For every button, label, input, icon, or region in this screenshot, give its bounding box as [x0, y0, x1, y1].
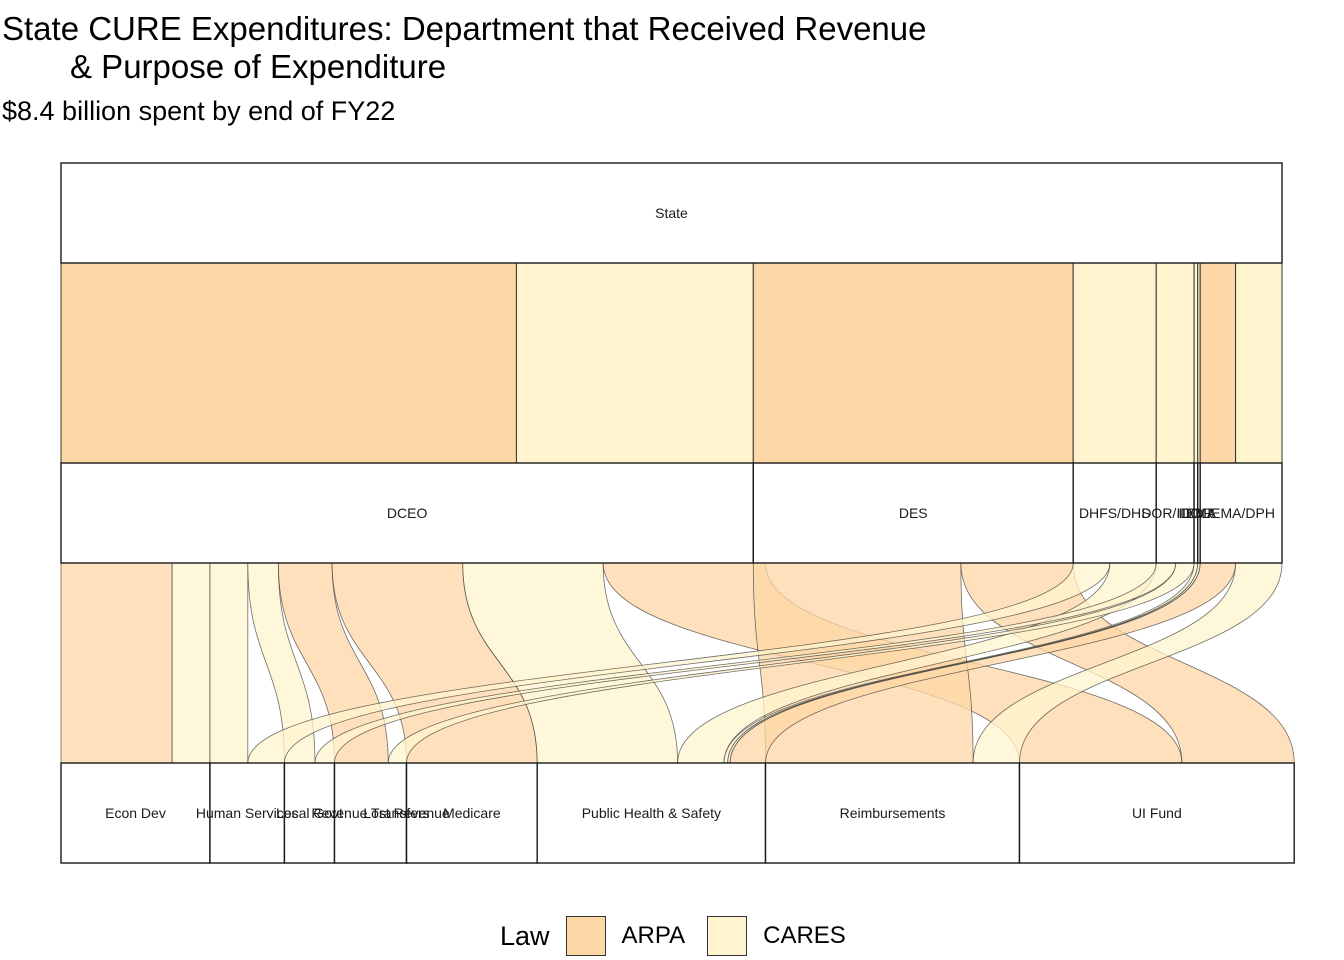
legend-label-arpa: ARPA	[621, 922, 686, 949]
flow-dceo-econ-dev-arpa	[60, 562, 173, 764]
purpose-node-label-revenue-transfers: Revenue Transfers	[311, 805, 429, 821]
purpose-node-medicare	[405, 762, 538, 864]
department-node-label-dceo: DCEO	[387, 505, 428, 521]
flow-state-iema-dph-cares	[1235, 262, 1283, 464]
flow-dceo-human-services-cares	[209, 562, 249, 764]
flow-state-dceo-arpa	[60, 262, 517, 464]
node-box-layer	[60, 162, 1295, 864]
department-node-des	[752, 462, 1074, 564]
department-node-dhfs-dhs	[1072, 462, 1157, 564]
purpose-node-label-reimbursements: Reimbursements	[840, 805, 946, 821]
flow-state-iema-dph-arpa	[1199, 262, 1237, 464]
flow-state-idor-cares	[1193, 262, 1199, 464]
purpose-node-label-econ-dev: Econ Dev	[105, 805, 166, 821]
purpose-node-revenue-transfers	[333, 762, 408, 864]
department-node-label-idor: IDOR	[1178, 505, 1213, 521]
purpose-node-label-lost-revenue: Lost Revenue	[363, 805, 450, 821]
source-node-state	[60, 162, 1283, 264]
source-node-label-state: State	[655, 205, 688, 221]
department-node-iema-dph	[1199, 462, 1283, 564]
alluvial-plot: State DCEO DES DHFS/DHSDOR/IDOLIDORIEMAIEMA…	[60, 162, 1295, 864]
department-node-dor-idol	[1155, 462, 1195, 564]
purpose-node-econ-dev	[60, 762, 211, 864]
node-label-layer: State DCEO DES DHFS/DHSDOR/IDOLIDORIEMAIEMA…	[105, 205, 1275, 821]
legend-label-cares: CARES	[763, 922, 846, 949]
legend-title: Law	[500, 920, 550, 951]
department-node-dceo	[60, 462, 755, 564]
purpose-node-label-human-services: Human Services	[196, 805, 299, 821]
legend: Law ARPA CARES	[500, 912, 868, 960]
purpose-node-human-services	[209, 762, 286, 864]
department-node-label-iema-dph: IEMA/DPH	[1207, 505, 1275, 521]
flow-dceo-econ-dev-cares	[171, 562, 211, 764]
department-node-label-des: DES	[899, 505, 928, 521]
purpose-node-reimbursements	[764, 762, 1021, 864]
purpose-node-ui-fund	[1018, 762, 1295, 864]
legend-swatch-arpa	[565, 916, 606, 956]
flow-layer	[60, 262, 1295, 764]
chart-title-line-2: & Purpose of Expenditure	[70, 48, 447, 85]
department-node-label-dhfs-dhs: DHFS/DHS	[1079, 505, 1151, 521]
flow-state-dor-idol-cares	[1155, 262, 1195, 464]
flow-state-dhfs-dhs-cares	[1072, 262, 1157, 464]
purpose-node-label-local-govt: Local Govt	[276, 805, 343, 821]
chart-subtitle: $8.4 billion spent by end of FY22	[2, 96, 396, 126]
chart-title-line-1: State CURE Expenditures: Department that…	[2, 10, 927, 47]
department-node-label-dor-idol: DOR/IDOL	[1141, 505, 1209, 521]
flow-state-dceo-cares	[515, 262, 754, 464]
legend-swatch-cares	[707, 916, 748, 956]
purpose-node-label-public-health-safety: Public Health & Safety	[582, 805, 721, 821]
department-node-label-iema: IEMA	[1182, 505, 1217, 521]
purpose-node-label-ui-fund: UI Fund	[1132, 805, 1182, 821]
purpose-node-local-govt	[283, 762, 336, 864]
flow-state-des-arpa	[752, 262, 1074, 464]
purpose-node-label-medicare: Medicare	[443, 805, 501, 821]
purpose-node-public-health-safety	[536, 762, 767, 864]
